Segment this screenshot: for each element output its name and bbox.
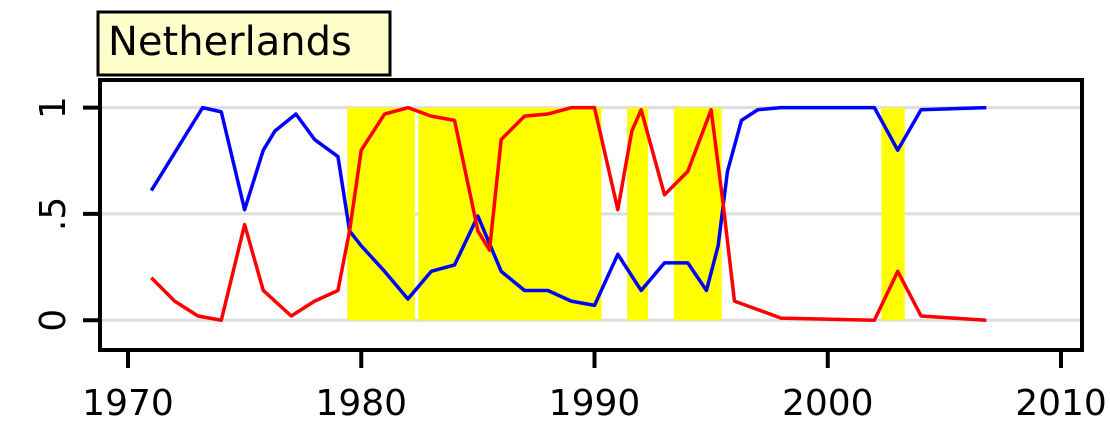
y-tick-label: 0 <box>33 309 74 332</box>
x-tick-label: 1980 <box>315 383 407 424</box>
shaded-period <box>418 107 602 321</box>
series-line <box>150 105 987 322</box>
y-tick-label: .5 <box>33 197 74 231</box>
x-tick-label: 2010 <box>1015 383 1107 424</box>
shaded-period <box>347 107 415 321</box>
x-tick-label: 2000 <box>782 383 874 424</box>
shaded-period <box>881 107 905 321</box>
y-tick-label: 1 <box>33 96 74 119</box>
plot-frame <box>98 78 1084 352</box>
chart-title: Netherlands <box>108 19 352 65</box>
x-tick-label: 1990 <box>549 383 641 424</box>
series-line <box>149 105 987 308</box>
shaded-period <box>627 107 649 321</box>
title-box <box>96 10 392 77</box>
x-tick-label: 1970 <box>82 383 174 424</box>
